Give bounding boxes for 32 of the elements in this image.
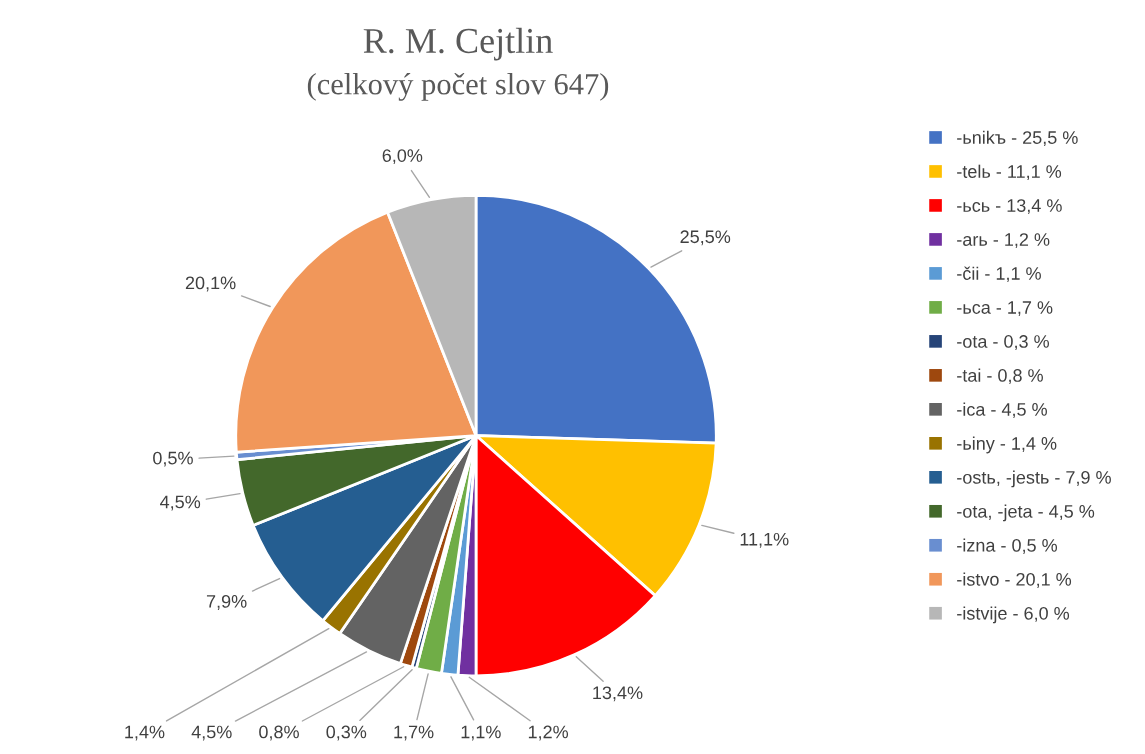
data-label: 4,5% [191,725,232,741]
legend-label: -izna - 0,5 % [957,538,1058,554]
legend-label: -tai - 0,8 % [957,368,1043,384]
chart-subtitle: (celkový počet slov 647) [307,72,609,101]
data-label: 1,2% [528,725,569,741]
legend-label: -čii - 1,1 % [957,266,1041,283]
legend-label: -istvije - 6,0 % [957,606,1070,624]
legend-label: -ota, -jeta - 4,5 % [957,504,1095,522]
data-label: 0,5% [153,451,193,467]
data-label: 11,1% [740,532,789,548]
legend-label: -ьca - 1,7 % [957,301,1053,317]
legend-label: -ьcь - 13,4 % [957,199,1062,215]
data-label: 0,3% [326,725,367,741]
legend-label: -telь - 11,1 % [957,164,1062,181]
data-label: 20,1% [185,276,236,292]
data-label: 1,7% [394,725,434,741]
data-label: 1,1% [461,725,501,741]
data-label: 7,9% [206,595,247,610]
chart-title: R. M. Cejtlin [363,27,553,61]
legend-label: -ьiny - 1,4 % [957,436,1057,454]
legend-label: -ica - 4,5 % [957,402,1047,418]
legend-label: -ьnikъ - 25,5 % [957,130,1078,147]
legend-label: -arь - 1,2 % [957,233,1050,249]
data-label: 6,0% [382,149,423,165]
data-label: 0,8% [259,725,299,741]
data-label: 4,5% [160,495,201,511]
data-label: 25,5% [680,230,731,246]
legend-label: -ota - 0,3 % [957,335,1049,350]
data-label: 13,4% [593,686,643,702]
legend-label: -ostь, -jestь - 7,9 % [957,470,1111,488]
data-label: 1,4% [125,725,165,741]
legend-label: -istvo - 20,1 % [957,572,1072,588]
